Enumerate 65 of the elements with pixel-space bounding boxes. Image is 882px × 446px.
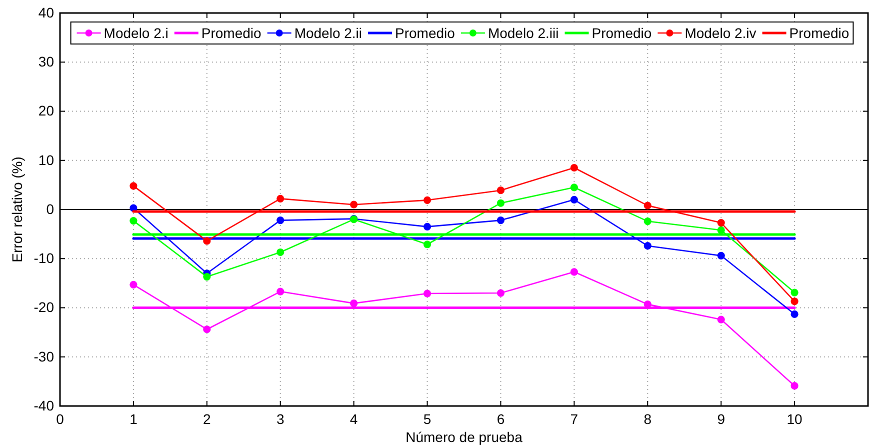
point (203, 326, 211, 334)
x-tick-label: 2 (203, 410, 212, 427)
legend-label: Modelo 2.iv (684, 25, 756, 41)
legend-label: Promedio (395, 25, 456, 41)
legend-label: Modelo 2.i (104, 25, 168, 41)
y-axis-title: Error relativo (%) (9, 156, 25, 262)
point (570, 268, 578, 276)
y-tick-label: 20 (38, 102, 54, 119)
legend-label: Modelo 2.ii (294, 25, 362, 41)
legend-label: Modelo 2.iii (488, 25, 559, 41)
point (423, 240, 432, 248)
point (790, 382, 798, 390)
point (130, 280, 138, 288)
point (570, 196, 578, 204)
point (790, 310, 798, 318)
point (130, 217, 138, 225)
point (276, 216, 284, 224)
point (717, 226, 725, 234)
y-tick-label: -20 (34, 299, 54, 316)
point (570, 164, 578, 172)
point (790, 288, 798, 296)
legend-label: Promedio (201, 25, 262, 41)
point (423, 196, 432, 204)
x-tick-label: 7 (570, 410, 578, 427)
point (423, 290, 432, 298)
point (496, 216, 505, 224)
point (496, 289, 505, 297)
point (644, 217, 652, 226)
point (276, 288, 284, 296)
legend-label: Promedio (592, 25, 652, 41)
legend-label: Promedio (789, 25, 850, 41)
y-tick-label: 30 (38, 54, 54, 70)
point (717, 252, 725, 260)
point (203, 237, 211, 245)
x-tick-label: 4 (350, 410, 358, 427)
y-tick-label: 0 (46, 200, 54, 217)
point (717, 218, 725, 227)
y-tick-label: 40 (38, 4, 54, 20)
x-tick-label: 10 (786, 410, 803, 427)
point (570, 184, 578, 192)
point (203, 273, 211, 281)
x-tick-label: 9 (717, 410, 726, 427)
point (350, 200, 358, 208)
point (644, 242, 652, 250)
x-tick-label: 6 (496, 410, 505, 427)
y-tick-label: 10 (38, 152, 54, 168)
point (276, 248, 284, 256)
point (130, 182, 138, 190)
x-tick-label: 5 (423, 410, 432, 427)
x-tick-label: 8 (644, 410, 652, 427)
x-tick-label: 0 (56, 410, 64, 427)
point (496, 199, 505, 207)
point (350, 300, 358, 308)
point (276, 194, 284, 202)
x-tick-label: 1 (130, 410, 138, 427)
point (790, 298, 798, 306)
x-tick-label: 3 (276, 410, 284, 427)
point (644, 202, 652, 210)
point (423, 222, 432, 230)
y-tick-label: -40 (34, 397, 54, 414)
x-axis-title: Número de prueba (406, 429, 523, 445)
y-tick-label: -10 (34, 250, 54, 266)
point (717, 316, 725, 324)
point (496, 186, 505, 194)
y-tick-label: -30 (34, 348, 54, 364)
